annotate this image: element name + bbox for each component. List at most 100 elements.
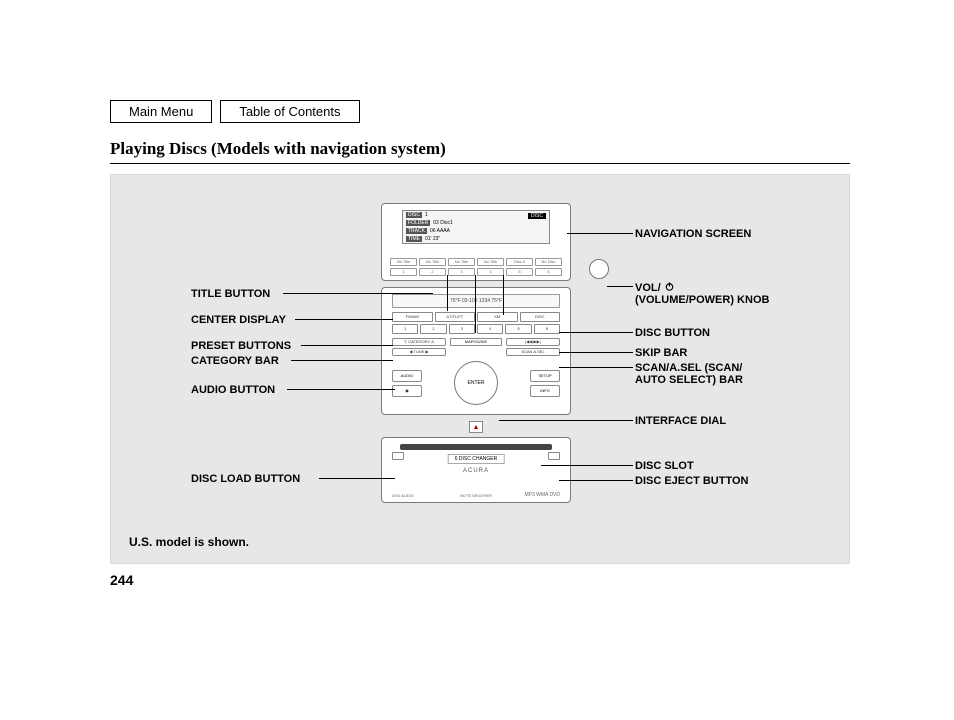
disc-changer-unit: 6 DISC CHANGER ACURA DVD AUDIO NOTE WEAT… bbox=[381, 437, 571, 503]
callout-preset-buttons: PRESET BUTTONS bbox=[191, 340, 291, 352]
preset-row: 1 2 3 4 5 6 bbox=[392, 324, 560, 334]
callout-category-bar: CATEGORY BAR bbox=[191, 355, 279, 367]
top-nav: Main Menu Table of Contents bbox=[110, 100, 850, 123]
callout-disc-button: DISC BUTTON bbox=[635, 327, 710, 339]
soft-btn: 6 bbox=[535, 268, 562, 276]
section-title: Playing Discs (Models with navigation sy… bbox=[110, 139, 850, 164]
navigation-screen-unit: DISC DISC1 FOLDER03 Disc1 TRACK06 AAAA T… bbox=[381, 203, 571, 281]
callout-skip-bar: SKIP BAR bbox=[635, 347, 687, 359]
preset-button: 5 bbox=[505, 324, 531, 334]
soft-btn: No Title bbox=[477, 258, 504, 266]
fmam-button: FM/AM bbox=[392, 312, 433, 322]
audio-button: AUDIO bbox=[392, 370, 422, 382]
callout-vol-knob: VOL/ (VOLUME/POWER) KNOB bbox=[635, 281, 769, 306]
soft-btn: 4 bbox=[477, 268, 504, 276]
tune-bar: ◀ TUNE ▶ bbox=[392, 348, 446, 356]
climate-l-button: ◉ bbox=[392, 385, 422, 397]
soft-btn: 1 bbox=[390, 268, 417, 276]
leader-line bbox=[559, 332, 633, 333]
lcd-tag: FOLDER bbox=[406, 220, 430, 226]
volume-power-knob bbox=[589, 259, 609, 279]
lcd-value: 06 AAAA bbox=[430, 228, 450, 234]
disc-eject-button bbox=[548, 452, 560, 460]
nav-soft-buttons: No Title No Title No Title No Title Disc… bbox=[390, 258, 562, 266]
leader-line bbox=[559, 480, 633, 481]
leader-line bbox=[503, 275, 504, 315]
audio-head-unit: 75°F 03-105 1234 75°F FM/AM ΔTITLE▽ XM D… bbox=[381, 287, 571, 415]
soft-btn: No Title bbox=[390, 258, 417, 266]
leader-line bbox=[475, 275, 476, 333]
lcd-value: 01' 23" bbox=[425, 236, 440, 242]
leader-line bbox=[447, 275, 448, 311]
leader-line bbox=[567, 233, 633, 234]
lcd-value: 1 bbox=[425, 212, 428, 218]
soft-btn: 2 bbox=[419, 268, 446, 276]
soft-btn: No Title bbox=[419, 258, 446, 266]
vol-line1: VOL/ bbox=[635, 282, 661, 294]
soft-btn: No Title bbox=[448, 258, 475, 266]
leader-line bbox=[559, 367, 633, 368]
soft-btn: No Disc bbox=[535, 258, 562, 266]
soft-btn: 3 bbox=[448, 268, 475, 276]
scan-asel-bar: SCAN A.SEL bbox=[506, 348, 560, 356]
leader-line bbox=[541, 465, 633, 466]
weather-badge: NOTE WEATHER bbox=[460, 493, 492, 498]
figure-diagram: DISC DISC1 FOLDER03 Disc1 TRACK06 AAAA T… bbox=[110, 174, 850, 564]
disc-mode-tag: DISC bbox=[528, 213, 546, 219]
console-stack: DISC DISC1 FOLDER03 Disc1 TRACK06 AAAA T… bbox=[381, 203, 571, 509]
brand-label: ACURA bbox=[463, 468, 489, 474]
main-menu-button[interactable]: Main Menu bbox=[110, 100, 212, 123]
scan-line1: SCAN/A.SEL (SCAN/ bbox=[635, 362, 742, 374]
skip-bar: |◀◀ ▶▶| bbox=[506, 338, 560, 346]
source-row: FM/AM ΔTITLE▽ XM DISC bbox=[392, 312, 560, 322]
leader-line bbox=[295, 319, 393, 320]
info-button: INFO bbox=[530, 385, 560, 397]
preset-button: 6 bbox=[534, 324, 560, 334]
callout-interface-dial: INTERFACE DIAL bbox=[635, 415, 726, 427]
hazard-button: ▲ bbox=[469, 421, 483, 433]
leader-line bbox=[607, 286, 633, 287]
callout-disc-load-button: DISC LOAD BUTTON bbox=[191, 473, 300, 485]
preset-button: 4 bbox=[477, 324, 503, 334]
nav-lcd: DISC DISC1 FOLDER03 Disc1 TRACK06 AAAA T… bbox=[402, 210, 550, 244]
page-number: 244 bbox=[110, 572, 850, 588]
leader-line bbox=[499, 420, 633, 421]
callout-audio-button: AUDIO BUTTON bbox=[191, 384, 275, 396]
soft-btn: Disc 5 bbox=[506, 258, 533, 266]
interface-dial: ENTER bbox=[454, 361, 498, 405]
changer-label: 6 DISC CHANGER bbox=[448, 454, 505, 464]
xm-button: XM bbox=[477, 312, 518, 322]
disc-button: DISC bbox=[520, 312, 561, 322]
vol-line2: (VOLUME/POWER) KNOB bbox=[635, 294, 769, 306]
leader-line bbox=[283, 293, 433, 294]
lcd-value: 03 Disc1 bbox=[433, 220, 452, 226]
callout-title-button: TITLE BUTTON bbox=[191, 288, 270, 300]
lcd-tag: TIME bbox=[406, 236, 422, 242]
map-guide-button: MAP/GUIDE bbox=[450, 338, 502, 346]
disc-slot bbox=[400, 444, 552, 450]
setup-button: SETUP bbox=[530, 370, 560, 382]
dial-area: AUDIO ◉ ENTER SETUP INFO bbox=[392, 358, 560, 408]
power-icon bbox=[664, 281, 675, 292]
callout-disc-eject: DISC EJECT BUTTON bbox=[635, 475, 748, 487]
preset-button: 3 bbox=[449, 324, 475, 334]
corner-text: DVD AUDIO bbox=[392, 493, 414, 498]
leader-line bbox=[559, 352, 633, 353]
callout-nav-screen: NAVIGATION SCREEN bbox=[635, 228, 751, 240]
center-display: 75°F 03-105 1234 75°F bbox=[392, 294, 560, 308]
manual-page: Main Menu Table of Contents Playing Disc… bbox=[110, 100, 850, 588]
preset-button: 2 bbox=[420, 324, 446, 334]
footnote: U.S. model is shown. bbox=[129, 535, 249, 549]
lcd-tag: TRACK bbox=[406, 228, 427, 234]
soft-btn: 5 bbox=[506, 268, 533, 276]
callout-center-display: CENTER DISPLAY bbox=[191, 314, 286, 326]
preset-button: 1 bbox=[392, 324, 418, 334]
lcd-tag: DISC bbox=[406, 212, 422, 218]
toc-button[interactable]: Table of Contents bbox=[220, 100, 359, 123]
scan-line2: AUTO SELECT) BAR bbox=[635, 374, 743, 386]
leader-line bbox=[291, 360, 393, 361]
category-bar: ▽ CATEGORY Δ bbox=[392, 338, 446, 346]
disc-load-button bbox=[392, 452, 404, 460]
leader-line bbox=[287, 389, 395, 390]
leader-line bbox=[301, 345, 393, 346]
